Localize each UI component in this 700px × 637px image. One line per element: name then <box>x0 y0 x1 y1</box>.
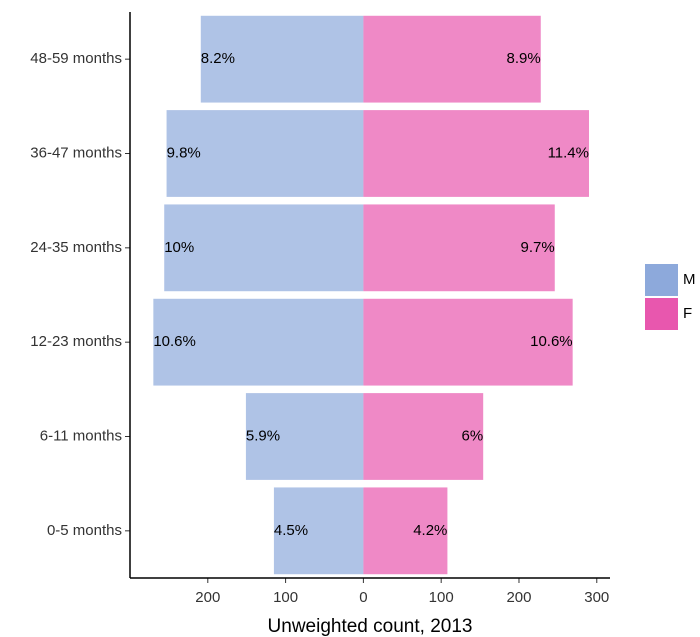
x-tick-label: 100 <box>273 589 298 606</box>
y-tick-label: 0-5 months <box>47 522 122 539</box>
bar <box>363 393 484 480</box>
bar <box>363 204 555 292</box>
y-tick-label: 48-59 months <box>30 50 122 67</box>
x-tick-label: 100 <box>429 589 454 606</box>
value-label: 5.9% <box>246 427 280 444</box>
legend-key <box>645 264 678 296</box>
value-label: 10.6% <box>530 333 573 350</box>
x-tick-label: 200 <box>506 589 531 606</box>
bar <box>273 487 364 575</box>
x-axis-title: Unweighted count, 2013 <box>268 616 473 637</box>
y-tick-label: 6-11 months <box>40 427 122 444</box>
value-label: 4.2% <box>413 522 447 539</box>
x-tick-label: 0 <box>359 589 367 606</box>
bar <box>200 15 364 103</box>
value-label: 10% <box>164 239 194 256</box>
legend-key <box>645 298 678 330</box>
bar <box>245 393 364 480</box>
bar <box>166 110 364 197</box>
legend-label: M <box>683 271 696 288</box>
bar <box>363 487 448 575</box>
x-tick-label: 200 <box>195 589 220 606</box>
y-tick-label: 12-23 months <box>30 333 122 350</box>
value-label: 9.8% <box>167 144 201 161</box>
legend-label: F <box>683 305 692 322</box>
y-tick-label: 36-47 months <box>30 144 122 161</box>
value-label: 10.6% <box>153 333 196 350</box>
y-tick-label: 24-35 months <box>30 239 122 256</box>
value-label: 6% <box>462 427 484 444</box>
value-label: 4.5% <box>274 522 308 539</box>
value-label: 11.4% <box>548 144 589 161</box>
value-label: 8.9% <box>507 50 541 67</box>
bar <box>153 298 364 386</box>
bar <box>363 298 573 386</box>
x-tick-label: 300 <box>584 589 609 606</box>
bar <box>363 110 589 197</box>
value-label: 9.7% <box>521 239 555 256</box>
bar <box>363 15 541 103</box>
value-label: 8.2% <box>201 50 235 67</box>
bar <box>164 204 364 292</box>
